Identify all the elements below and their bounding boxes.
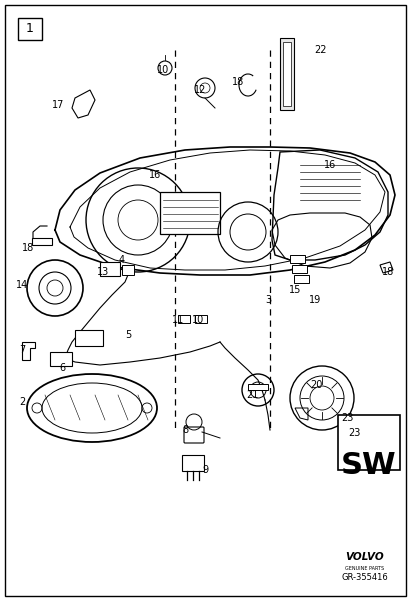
FancyBboxPatch shape — [184, 427, 204, 443]
FancyBboxPatch shape — [18, 18, 42, 40]
FancyBboxPatch shape — [122, 265, 134, 275]
Text: 15: 15 — [289, 285, 301, 295]
FancyBboxPatch shape — [50, 352, 72, 366]
Text: 4: 4 — [119, 255, 125, 265]
Text: 3: 3 — [265, 295, 271, 305]
Text: 16: 16 — [324, 160, 336, 170]
Text: 21: 21 — [246, 390, 258, 400]
Text: 5: 5 — [125, 330, 131, 340]
FancyBboxPatch shape — [294, 275, 309, 283]
Text: 16: 16 — [149, 170, 161, 180]
FancyBboxPatch shape — [195, 315, 207, 323]
Text: 10: 10 — [157, 65, 169, 75]
FancyBboxPatch shape — [248, 384, 268, 390]
Text: 18: 18 — [232, 77, 244, 87]
Text: 8: 8 — [182, 425, 188, 435]
Text: 10: 10 — [192, 315, 204, 325]
Text: 19: 19 — [309, 295, 321, 305]
Text: 7: 7 — [19, 345, 25, 355]
FancyBboxPatch shape — [75, 330, 103, 346]
Text: 2: 2 — [19, 397, 25, 407]
FancyBboxPatch shape — [280, 38, 294, 110]
FancyBboxPatch shape — [178, 315, 190, 323]
FancyBboxPatch shape — [182, 455, 204, 471]
Text: 20: 20 — [310, 380, 322, 390]
FancyBboxPatch shape — [283, 42, 291, 106]
Text: VOLVO: VOLVO — [346, 552, 384, 562]
Text: 23: 23 — [341, 413, 353, 423]
Text: SW: SW — [341, 451, 397, 480]
Text: 9: 9 — [202, 465, 208, 475]
Text: GENUINE PARTS: GENUINE PARTS — [345, 566, 385, 570]
Text: 22: 22 — [314, 45, 326, 55]
Text: 14: 14 — [16, 280, 28, 290]
Text: 23: 23 — [348, 428, 360, 438]
Text: 18: 18 — [22, 243, 34, 253]
Text: 6: 6 — [59, 363, 65, 373]
Text: 13: 13 — [97, 267, 109, 277]
Text: 1: 1 — [26, 22, 34, 35]
FancyBboxPatch shape — [290, 255, 305, 263]
Text: 17: 17 — [52, 100, 64, 110]
Text: 12: 12 — [194, 85, 206, 95]
FancyBboxPatch shape — [5, 5, 406, 596]
Text: 18: 18 — [382, 267, 394, 277]
Text: 11: 11 — [172, 315, 184, 325]
FancyBboxPatch shape — [292, 265, 307, 273]
FancyBboxPatch shape — [100, 262, 120, 276]
FancyBboxPatch shape — [160, 192, 220, 234]
Text: GR-355416: GR-355416 — [342, 573, 388, 582]
FancyBboxPatch shape — [338, 415, 400, 470]
